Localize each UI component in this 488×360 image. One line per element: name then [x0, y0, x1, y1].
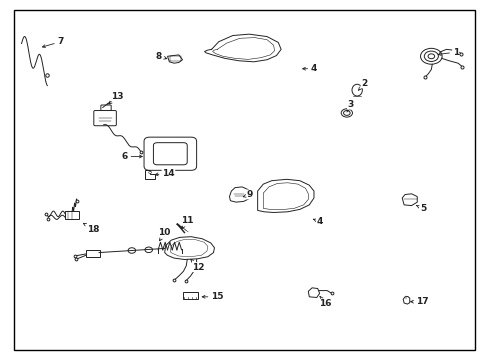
- FancyBboxPatch shape: [86, 250, 100, 257]
- Text: 6: 6: [122, 152, 142, 161]
- Ellipse shape: [427, 54, 434, 59]
- Text: 12: 12: [190, 259, 204, 271]
- Ellipse shape: [148, 171, 151, 174]
- Text: 3: 3: [346, 100, 353, 112]
- FancyBboxPatch shape: [153, 143, 187, 165]
- Polygon shape: [229, 187, 250, 202]
- Polygon shape: [308, 288, 319, 297]
- Ellipse shape: [420, 48, 441, 64]
- Text: 5: 5: [416, 204, 425, 213]
- Ellipse shape: [343, 111, 349, 115]
- Polygon shape: [144, 170, 155, 179]
- FancyBboxPatch shape: [144, 137, 196, 170]
- Text: 4: 4: [313, 217, 322, 226]
- Text: 1: 1: [437, 48, 458, 57]
- FancyBboxPatch shape: [65, 211, 79, 219]
- Ellipse shape: [144, 247, 152, 253]
- Text: 9: 9: [243, 190, 253, 199]
- Text: 13: 13: [109, 92, 123, 104]
- Polygon shape: [164, 237, 214, 260]
- Text: 14: 14: [155, 168, 174, 177]
- FancyBboxPatch shape: [94, 111, 116, 126]
- Text: 15: 15: [202, 292, 223, 301]
- Ellipse shape: [424, 51, 437, 62]
- Text: 2: 2: [358, 79, 366, 90]
- Text: 11: 11: [181, 216, 193, 228]
- Text: 8: 8: [156, 52, 166, 61]
- FancyBboxPatch shape: [182, 292, 198, 299]
- Text: 10: 10: [158, 228, 170, 241]
- Polygon shape: [257, 179, 313, 212]
- Ellipse shape: [128, 248, 135, 253]
- FancyBboxPatch shape: [101, 105, 111, 111]
- Text: 17: 17: [410, 297, 427, 306]
- Ellipse shape: [351, 84, 362, 96]
- Polygon shape: [402, 297, 409, 304]
- Polygon shape: [167, 55, 182, 63]
- Text: 18: 18: [83, 223, 100, 234]
- Text: 7: 7: [42, 37, 63, 48]
- Polygon shape: [402, 194, 416, 206]
- Ellipse shape: [341, 109, 352, 117]
- Text: 16: 16: [318, 296, 331, 308]
- Text: 4: 4: [302, 64, 317, 73]
